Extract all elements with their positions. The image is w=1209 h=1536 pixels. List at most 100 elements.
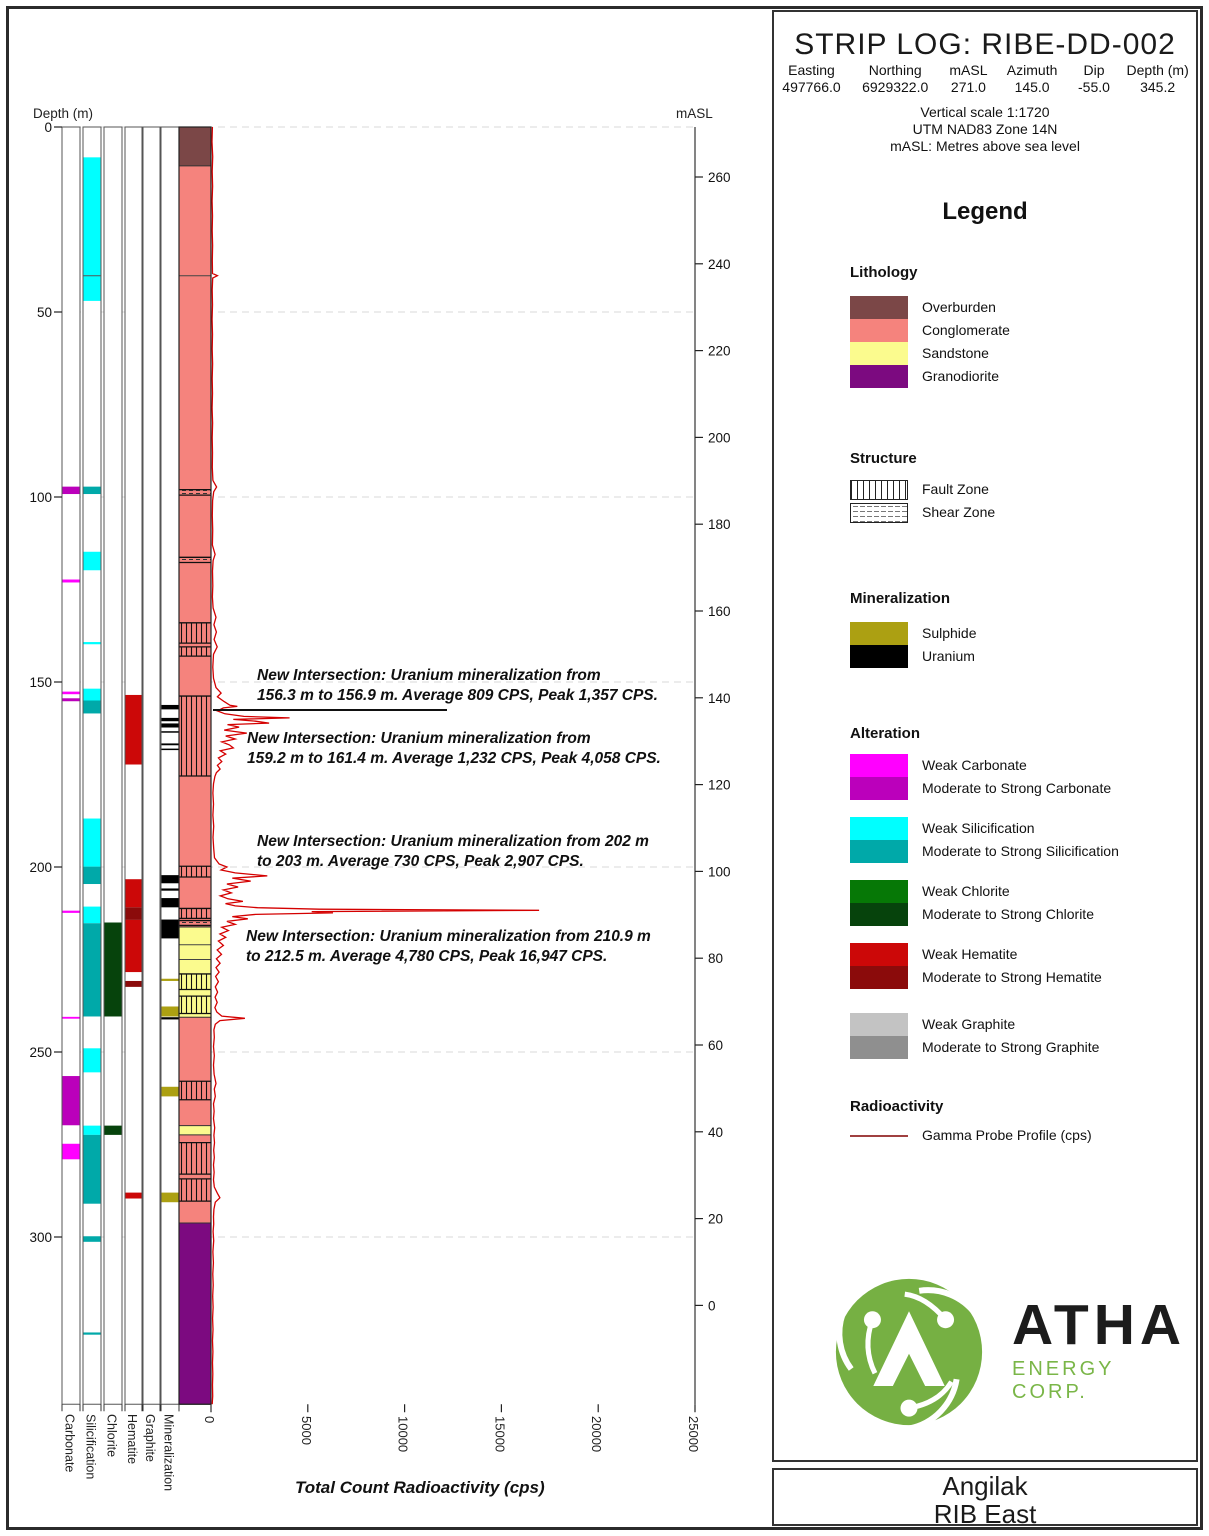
gamma-tick-label: 15000: [492, 1416, 508, 1453]
strong-swatch: [850, 903, 908, 926]
legend-label: Conglomerate: [922, 322, 1010, 338]
lith-conglomerate: [179, 165, 211, 927]
alteration-tracks: [61, 126, 180, 1405]
weak-swatch: [850, 754, 908, 777]
interval-uranium: [161, 875, 179, 884]
interval-uranium: [161, 888, 179, 891]
depth-axis-title: Depth (m): [33, 106, 94, 121]
granodiorite-swatch: [850, 365, 908, 388]
svg-text:120: 120: [708, 778, 731, 793]
meta-header-2: mASL: [949, 62, 988, 78]
gamma-tick-label: 20000: [589, 1416, 605, 1453]
weak-swatch: [850, 880, 908, 903]
interval-carbonate_weak: [62, 579, 80, 583]
interval-silicification_weak: [83, 551, 101, 571]
interval-silicification_strong: [83, 1236, 101, 1242]
interval-silicification_weak: [83, 688, 101, 701]
meta-value-3: 145.0: [1014, 79, 1050, 95]
interval-carbonate_strong: [62, 486, 80, 495]
gamma-curve: [211, 126, 540, 1405]
gamma-tick-label: 10000: [395, 1416, 411, 1453]
conglomerate-swatch: [850, 319, 908, 342]
interval-sulphide: [161, 1192, 179, 1203]
weak-swatch: [850, 817, 908, 840]
track-carbonate: [61, 126, 81, 1405]
header-panel: STRIP LOG: RIBE-DD-002 Easting Northing mA…: [772, 10, 1198, 1462]
interval-carbonate_strong: [62, 698, 80, 702]
interval-uranium: [161, 748, 179, 751]
gamma-probe-profile: [211, 126, 540, 1405]
weak-label: Weak Chlorite: [922, 883, 1010, 899]
strong-label: Moderate to Strong Graphite: [922, 1039, 1100, 1055]
track-mineralization: [160, 126, 180, 1405]
gamma-tick-label: 0: [202, 1416, 217, 1424]
track-silicification: [82, 126, 102, 1405]
new-intersection-annotation-4: New Intersection: Uranium mineralization…: [246, 928, 651, 966]
utm-zone-note: UTM NAD83 Zone 14N: [912, 121, 1058, 137]
svg-text:300: 300: [29, 1230, 52, 1245]
lith-granodiorite: [179, 1222, 211, 1405]
fault-zone: [179, 996, 211, 1014]
fault-zone: [179, 908, 211, 919]
shear-zone: [179, 489, 211, 496]
new-intersection-annotation-1: New Intersection: Uranium mineralization…: [257, 667, 658, 705]
legend-section-structure: Structure: [850, 450, 917, 467]
area-name: RIB East: [933, 1499, 1037, 1530]
interval-sulphide: [161, 1086, 179, 1097]
legend-label: Overburden: [922, 299, 996, 315]
interval-silicification_strong: [83, 1332, 101, 1335]
weak-label: Weak Graphite: [922, 1016, 1016, 1032]
interval-carbonate_weak: [62, 1016, 80, 1019]
interval-hematite_weak: [125, 919, 142, 973]
interval-uranium: [161, 704, 179, 710]
page-border: [6, 6, 1203, 1530]
column-label-silicification: Silicification: [83, 1414, 98, 1480]
page-title: STRIP LOG: RIBE-DD-002: [794, 28, 1176, 61]
fault-zone: [179, 866, 211, 877]
interval-hematite_strong: [125, 980, 142, 987]
sulphide-swatch: [850, 622, 908, 645]
svg-text:200: 200: [29, 860, 52, 875]
legend-label: Sandstone: [922, 345, 989, 361]
svg-text:80: 80: [708, 951, 723, 966]
sandstone-swatch: [850, 342, 908, 365]
vertical-scale-note: Vertical scale 1:1720: [920, 104, 1050, 120]
legend-label: Granodiorite: [922, 368, 1000, 384]
fault-zone: [179, 1081, 211, 1100]
strong-swatch: [850, 1036, 908, 1059]
legend-section-lithology: Lithology: [850, 264, 918, 281]
interval-chlorite_strong: [104, 1125, 122, 1135]
fault-zone-swatch: [850, 480, 908, 500]
lith-sandstone: [179, 1125, 211, 1135]
interval-hematite_weak: [125, 1192, 142, 1199]
svg-text:20: 20: [708, 1212, 723, 1227]
interval-uranium: [161, 898, 179, 908]
gamma-line-swatch: [850, 1135, 908, 1137]
new-intersection-annotation-2: New Intersection: Uranium mineralization…: [247, 730, 661, 768]
svg-text:150: 150: [29, 675, 52, 690]
shear-zone: [179, 920, 211, 926]
overburden-swatch: [850, 296, 908, 319]
interval-silicification_weak: [83, 1125, 101, 1135]
shear-zone-swatch: [850, 503, 908, 523]
atha-logo-icon: [829, 1272, 983, 1432]
track-hematite: [124, 126, 143, 1405]
interval-hematite_strong: [125, 907, 142, 920]
legend-label: Uranium: [922, 648, 975, 664]
legend-section-radioactivity: Radioactivity: [850, 1098, 944, 1115]
meta-header-3: Azimuth: [1006, 62, 1058, 78]
meta-header-5: Depth (m): [1126, 62, 1189, 78]
interval-uranium: [161, 1017, 179, 1020]
masl-note: mASL: Metres above sea level: [890, 138, 1080, 154]
project-name: Angilak: [942, 1471, 1028, 1501]
interval-sulphide: [161, 1006, 179, 1017]
interval-hematite_weak: [125, 879, 142, 908]
meta-value-5: 345.2: [1140, 79, 1176, 95]
svg-text:0: 0: [708, 1298, 716, 1313]
fault-zone: [179, 1142, 211, 1175]
title-block: Angilak RIB East: [772, 1468, 1198, 1530]
strong-label: Moderate to Strong Chlorite: [922, 906, 1094, 922]
uranium-swatch: [850, 645, 908, 668]
interval-carbonate_weak: [62, 691, 80, 695]
